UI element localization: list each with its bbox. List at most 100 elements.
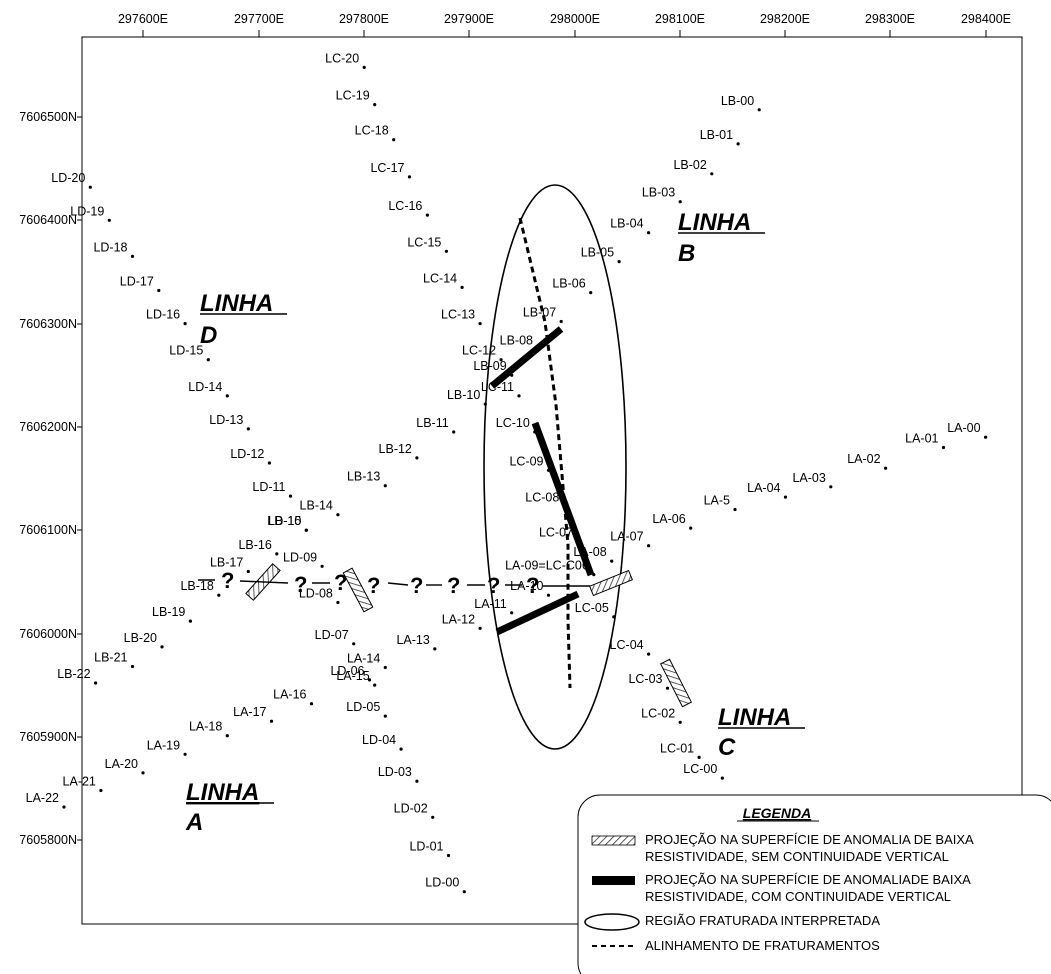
- station-label: LA-00: [947, 421, 980, 435]
- station-label: LA-15: [336, 669, 369, 683]
- station-marker: [157, 288, 161, 293]
- station-marker: [269, 719, 274, 723]
- station-label: LB-20: [124, 631, 157, 645]
- station-label: LC-10: [496, 416, 530, 430]
- station-label: LB-19: [152, 605, 185, 619]
- station-label: LC-19: [336, 89, 370, 103]
- station-marker: [757, 108, 761, 112]
- station-label: LD-07: [315, 628, 349, 642]
- station-marker: [304, 528, 308, 532]
- station-label: LC-03: [628, 672, 662, 686]
- northing-tick-label: 7605800N: [19, 833, 77, 847]
- legend-solid-swatch: [592, 876, 635, 885]
- station-label: LB-21: [94, 651, 127, 665]
- station-label: LD-10: [267, 514, 301, 528]
- easting-tick-label: 297900E: [444, 12, 494, 26]
- legend-title: LEGENDA: [743, 805, 811, 821]
- station-marker: [433, 647, 437, 651]
- station-marker: [309, 702, 314, 706]
- station-label: LB-15: [268, 514, 301, 528]
- question-mark: ?: [294, 572, 307, 597]
- station-label: LC-08: [525, 490, 559, 504]
- station-label: LB-12: [379, 442, 412, 456]
- station-label: LD-12: [230, 447, 264, 461]
- legend-box: [577, 794, 1051, 974]
- question-mark: ?: [447, 573, 460, 598]
- station-label: LB-10: [447, 388, 480, 402]
- station-marker: [444, 249, 448, 253]
- station-marker: [141, 771, 145, 775]
- station-label: LA-13: [396, 633, 429, 647]
- station-label: LC-05: [575, 601, 609, 615]
- station-marker: [415, 456, 419, 460]
- station-marker: [225, 734, 229, 738]
- uncertain-dash: [387, 582, 409, 586]
- station-label: LB-05: [581, 246, 614, 260]
- station-marker: [884, 466, 888, 470]
- station-label: LC-13: [441, 308, 475, 322]
- station-label: LA-14: [347, 652, 380, 666]
- station-marker: [499, 358, 503, 362]
- station-label: LC-04: [610, 638, 644, 652]
- station-label: LC-20: [325, 51, 359, 65]
- station-marker: [510, 373, 514, 377]
- station-marker: [592, 573, 596, 577]
- map-frame: [81, 36, 1023, 925]
- station-label: LB-13: [347, 470, 380, 484]
- survey-stations: LA-00 LA-01 LA-02 LA-03 LA-04 LA-5 LA-06 LA-07 L…: [26, 51, 988, 894]
- easting-axis: 297600E 297700E 297800E 297900E 298000E …: [118, 12, 1011, 37]
- question-mark: ?: [410, 573, 423, 598]
- station-marker: [462, 890, 466, 894]
- question-mark: ?: [367, 573, 380, 598]
- legend-hatch-swatch: [591, 835, 636, 846]
- station-label: LD-19: [70, 204, 104, 218]
- station-label: LA-06: [652, 512, 685, 526]
- station-marker: [246, 427, 250, 431]
- northing-tick-label: 7605900N: [19, 730, 77, 744]
- station-marker: [407, 175, 412, 179]
- station-marker: [383, 714, 387, 718]
- fractured-region-ellipse: [483, 184, 627, 750]
- station-label: LD-01: [409, 840, 443, 854]
- station-marker: [829, 485, 833, 489]
- question-mark: ?: [487, 573, 500, 598]
- station-label: LD-18: [93, 240, 127, 254]
- station-label: LB-03: [642, 186, 675, 200]
- anomaly-continuous: [495, 590, 580, 636]
- station-label: LA-03: [792, 471, 825, 485]
- question-mark: ?: [334, 570, 347, 595]
- station-marker: [99, 788, 103, 793]
- station-label: LD-17: [120, 275, 154, 289]
- station-label: LA-07: [610, 530, 643, 544]
- station-label: LD-15: [169, 344, 203, 358]
- easting-tick-label: 298300E: [865, 12, 915, 26]
- station-label: LB-04: [610, 217, 643, 231]
- station-marker: [267, 461, 271, 465]
- station-marker: [617, 260, 621, 264]
- line-a-letter: A: [185, 809, 203, 836]
- station-label: LA-08: [573, 545, 606, 559]
- line-b-word: LINHA: [678, 209, 751, 236]
- station-label: LC-02: [641, 706, 675, 720]
- uncertain-alignment: ? ? ? ? ? ? ? ?: [198, 568, 590, 598]
- station-label: LD-14: [188, 380, 222, 394]
- station-marker: [984, 435, 988, 439]
- station-marker: [736, 142, 740, 146]
- northing-axis: 7606500N 7606400N 7606300N 7606200N 7606…: [19, 110, 82, 847]
- station-marker: [373, 103, 377, 107]
- station-marker: [383, 484, 387, 488]
- anomaly-non-continuous: [659, 658, 693, 708]
- station-label: LD-09: [283, 550, 317, 564]
- station-label: LB-01: [700, 128, 733, 142]
- station-marker: [941, 445, 946, 450]
- line-d-letter: D: [200, 322, 217, 349]
- station-marker: [610, 559, 614, 563]
- station-label: LA-16: [273, 688, 306, 702]
- station-marker: [336, 513, 340, 517]
- station-label: LA-10: [510, 579, 543, 593]
- northing-tick-label: 7606500N: [19, 110, 77, 124]
- station-label: LB-06: [552, 277, 585, 291]
- legend-item-1-line2: RESISTIVIDADE, SEM CONTINUIDADE VERTICAL: [645, 849, 949, 864]
- anomaly-continuous: [531, 421, 595, 577]
- anomaly-non-continuous: [589, 569, 633, 597]
